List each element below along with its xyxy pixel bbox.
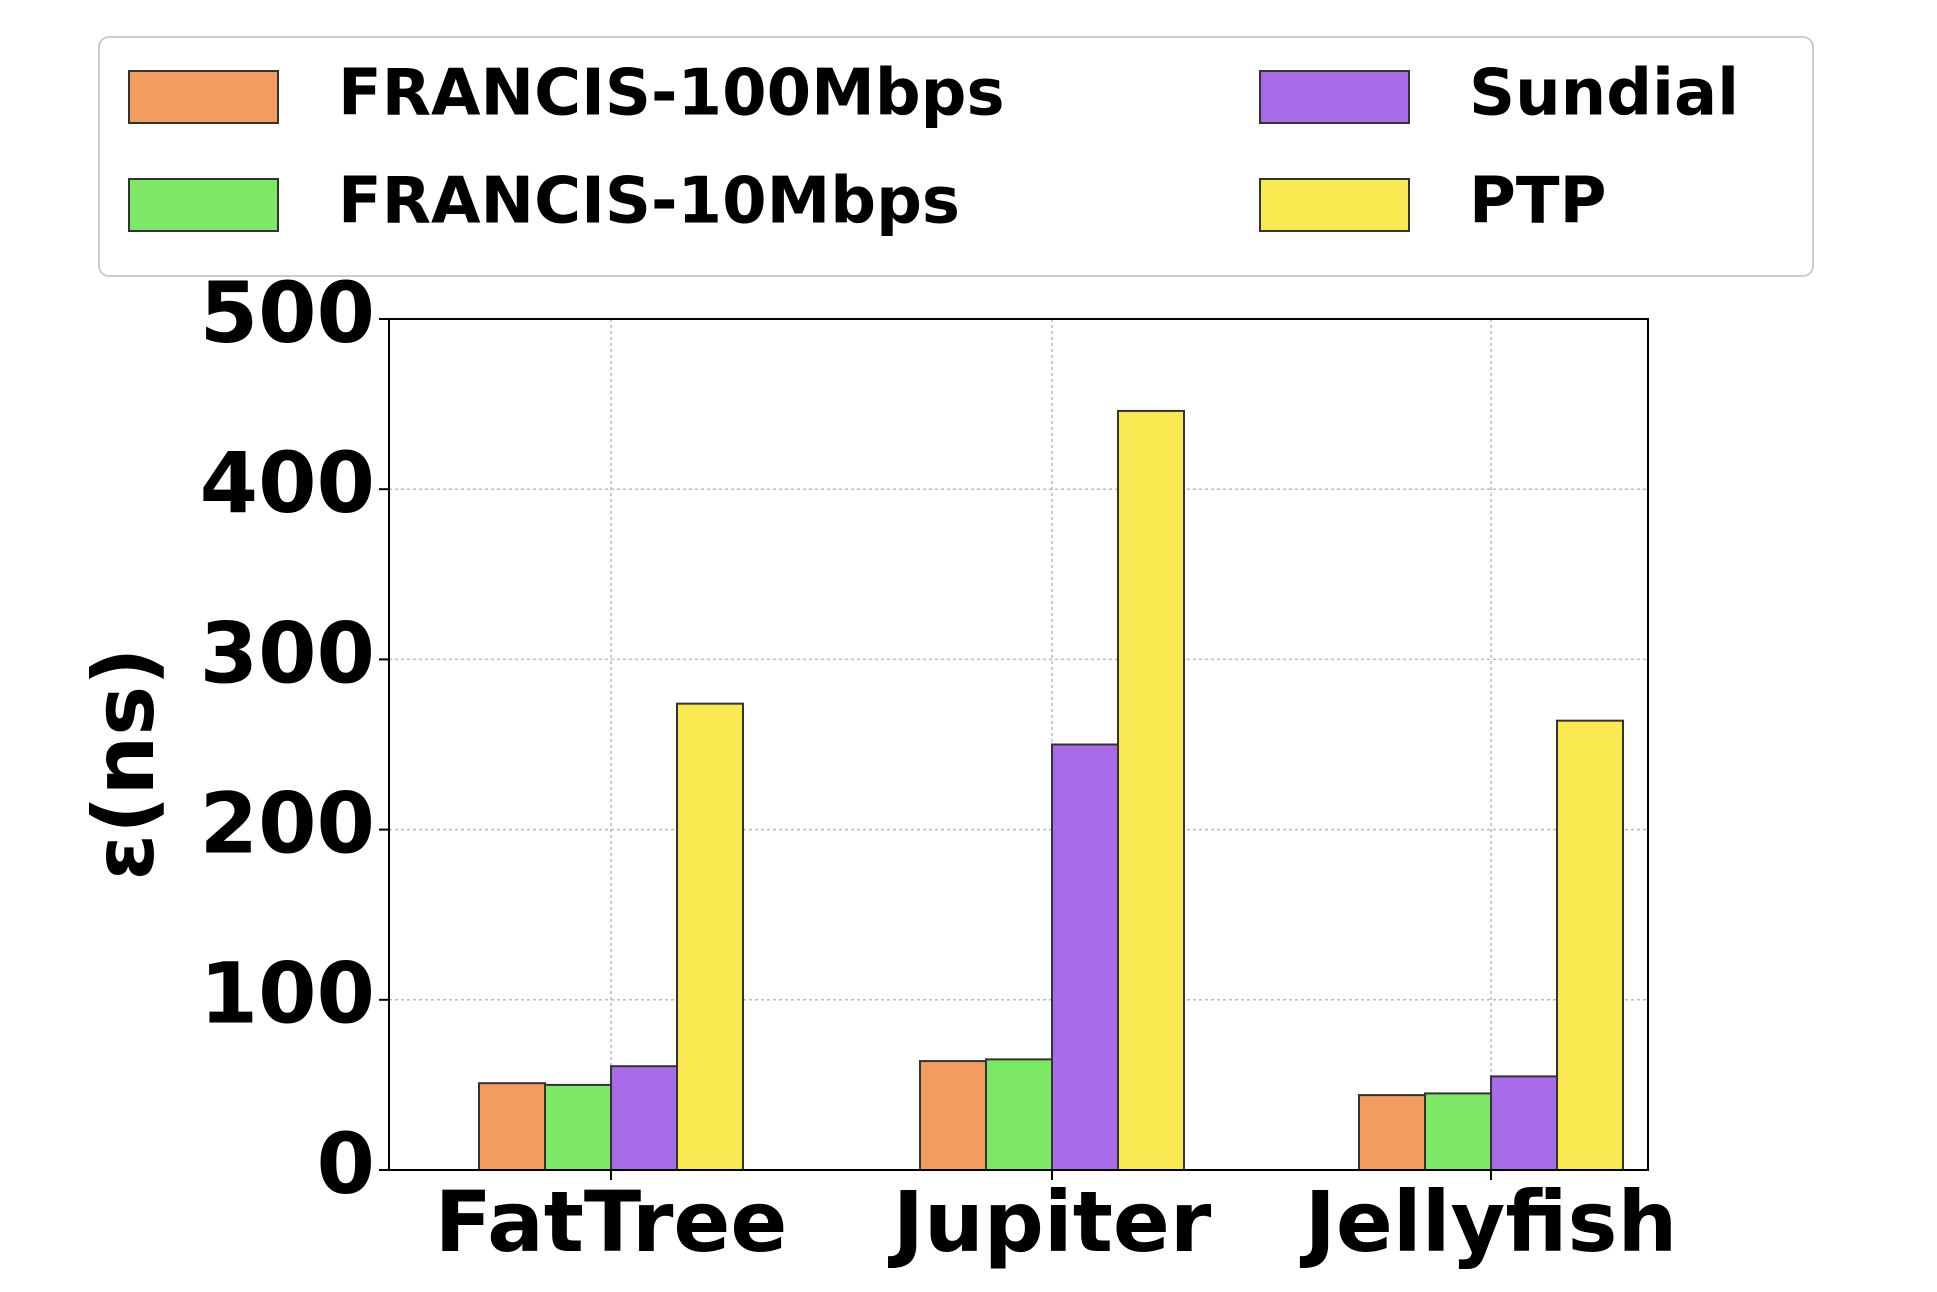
- legend-swatch: [128, 178, 279, 232]
- legend-label: Sundial: [1469, 57, 1739, 131]
- legend-swatch: [1259, 70, 1410, 124]
- y-tick-label: 400: [200, 434, 375, 532]
- legend-label: FRANCIS-100Mbps: [338, 57, 1005, 131]
- bar: [1556, 719, 1624, 1171]
- y-tick-label: 500: [200, 264, 375, 362]
- bar: [676, 702, 744, 1171]
- bar: [610, 1065, 678, 1171]
- y-tick-label: 300: [200, 604, 375, 702]
- x-tick-label: Jellyfish: [1300, 1173, 1678, 1271]
- bar: [1051, 743, 1119, 1171]
- legend-swatch: [1259, 178, 1410, 232]
- y-axis-label: ε(ns): [75, 647, 173, 880]
- y-tick-label: 100: [200, 945, 375, 1043]
- bar: [985, 1058, 1053, 1171]
- y-tick-label: 0: [317, 1115, 375, 1213]
- plot-frame: [388, 318, 1649, 1171]
- y-tick-label: 200: [200, 775, 375, 873]
- bar: [919, 1060, 987, 1172]
- bar: [1117, 409, 1185, 1171]
- legend-label: FRANCIS-10Mbps: [338, 165, 960, 239]
- legend-swatch: [128, 70, 279, 124]
- legend-label: PTP: [1469, 165, 1606, 239]
- bar: [1424, 1092, 1492, 1172]
- bar: [1490, 1075, 1558, 1172]
- bar: [544, 1083, 612, 1172]
- bar: [478, 1082, 546, 1171]
- bar: [1358, 1094, 1426, 1172]
- x-tick-label: FatTree: [435, 1173, 788, 1271]
- x-tick-label: Jupiter: [888, 1173, 1212, 1271]
